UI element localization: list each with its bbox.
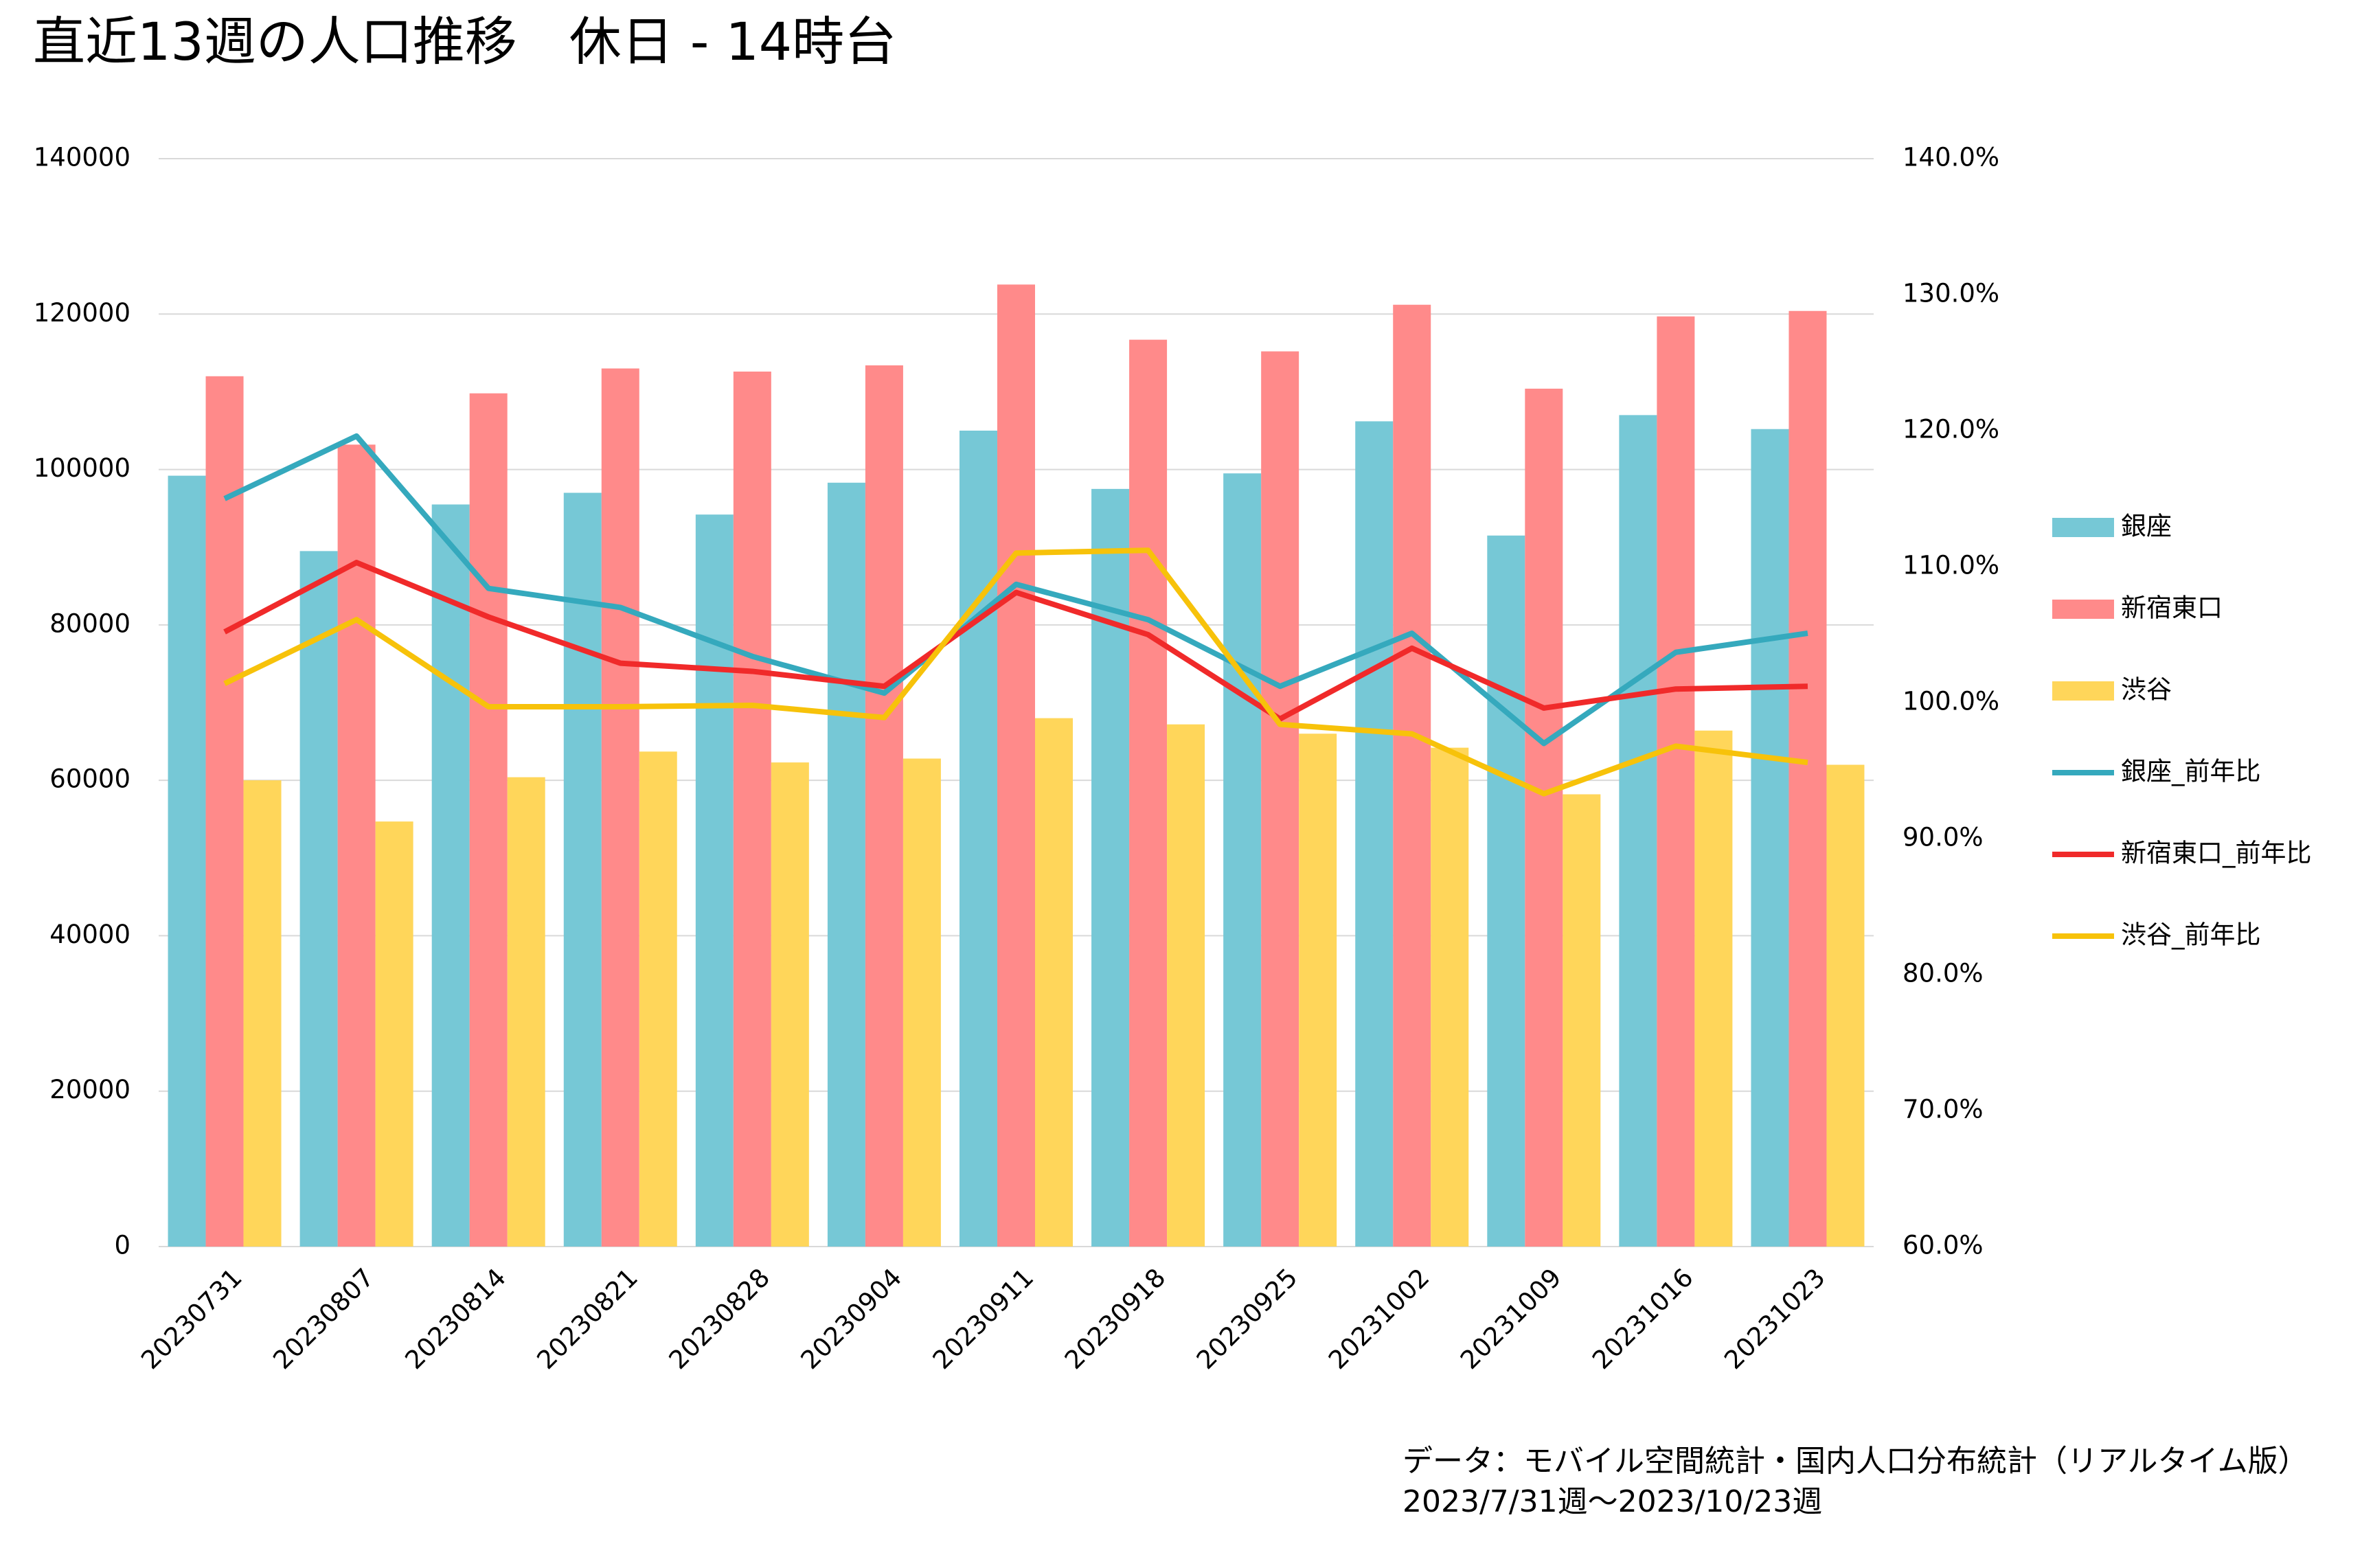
bar — [1261, 351, 1299, 1247]
legend-label: 銀座 — [2121, 512, 2172, 541]
y-tick-label: 60000 — [49, 764, 130, 794]
bar — [1694, 730, 1733, 1247]
annotation: 2023/7/31週〜2023/10/23週 — [1403, 1484, 1822, 1519]
legend-swatch — [2052, 600, 2114, 619]
legend-swatch — [2052, 518, 2114, 537]
x-tick-label: 20231002 — [1323, 1262, 1435, 1375]
bar — [1035, 718, 1073, 1247]
line — [223, 547, 1808, 797]
bar — [1619, 415, 1657, 1247]
bar — [1657, 316, 1695, 1247]
y-tick-label: 0 — [114, 1231, 130, 1260]
x-tick-label: 20230828 — [663, 1262, 776, 1375]
bar — [771, 762, 809, 1247]
bar — [168, 475, 206, 1247]
x-tick-label: 20230731 — [135, 1262, 248, 1375]
chart-title: 直近13週の人口推移 休日 - 14時台 — [33, 11, 896, 72]
y-tick-label: 120000 — [34, 298, 130, 328]
y2-tick-label: 110.0% — [1903, 551, 1999, 580]
bar — [902, 758, 941, 1247]
bar — [1563, 794, 1601, 1247]
bar — [299, 551, 338, 1247]
bar — [1167, 724, 1205, 1247]
x-tick-label: 20230911 — [927, 1262, 1040, 1375]
bar — [1525, 388, 1563, 1247]
y2-tick-label: 100.0% — [1903, 687, 1999, 716]
legend-label: 新宿東口 — [2121, 593, 2223, 623]
bar — [1751, 429, 1789, 1247]
y-tick-label: 80000 — [49, 609, 130, 638]
bar — [431, 504, 470, 1247]
bar — [1487, 535, 1525, 1247]
y2-tick-label: 90.0% — [1903, 823, 1984, 852]
y2-tick-label: 120.0% — [1903, 415, 1999, 444]
bar — [639, 751, 677, 1247]
x-tick-label: 20230821 — [531, 1262, 644, 1375]
y-tick-label: 40000 — [49, 920, 130, 949]
bar — [695, 514, 734, 1247]
bar — [1223, 473, 1262, 1247]
x-tick-label: 20230807 — [267, 1262, 380, 1375]
bar — [469, 393, 508, 1247]
bar — [827, 482, 865, 1247]
y-tick-label: 140000 — [34, 143, 130, 172]
y2-tick-label: 130.0% — [1903, 279, 1999, 308]
bar — [1431, 747, 1469, 1247]
bar — [563, 492, 602, 1247]
bar — [601, 368, 639, 1247]
x-tick-label: 20230918 — [1059, 1262, 1172, 1375]
x-tick-label: 20230814 — [399, 1262, 512, 1375]
legend-swatch — [2052, 681, 2114, 701]
x-tick-label: 20231016 — [1587, 1262, 1699, 1375]
bar — [243, 780, 282, 1247]
x-tick-label: 20230925 — [1191, 1262, 1304, 1375]
bar — [997, 284, 1035, 1247]
x-tick-label: 20230904 — [795, 1262, 908, 1375]
y2-tick-label: 60.0% — [1903, 1231, 1984, 1260]
bar — [959, 431, 997, 1247]
y2-tick-label: 140.0% — [1903, 143, 1999, 172]
x-tick-label: 20231023 — [1718, 1262, 1831, 1375]
bar — [205, 376, 244, 1247]
legend-label: 渋谷 — [2121, 675, 2172, 705]
bar — [733, 372, 771, 1247]
bar — [1355, 421, 1394, 1247]
bar — [337, 444, 376, 1247]
y-tick-label: 100000 — [34, 453, 130, 483]
legend-label: 渋谷_前年比 — [2121, 920, 2261, 950]
legend-label: 銀座_前年比 — [2121, 757, 2261, 786]
line — [223, 433, 1808, 747]
bar — [1129, 339, 1168, 1247]
bar — [1393, 304, 1431, 1247]
bar — [1826, 764, 1865, 1247]
bar — [865, 365, 903, 1247]
y-tick-label: 20000 — [49, 1075, 130, 1104]
x-tick-label: 20231009 — [1455, 1262, 1567, 1375]
bar — [1299, 734, 1337, 1247]
bar — [375, 821, 413, 1247]
bar — [1788, 310, 1827, 1247]
bar — [1091, 488, 1130, 1247]
y2-tick-label: 80.0% — [1903, 959, 1984, 988]
annotation: データ：モバイル空間統計・国内人口分布統計（リアルタイム版） — [1403, 1444, 2308, 1479]
line — [223, 560, 1808, 722]
legend-label: 新宿東口_前年比 — [2121, 839, 2312, 868]
bar — [507, 777, 545, 1247]
y2-tick-label: 70.0% — [1903, 1095, 1984, 1124]
